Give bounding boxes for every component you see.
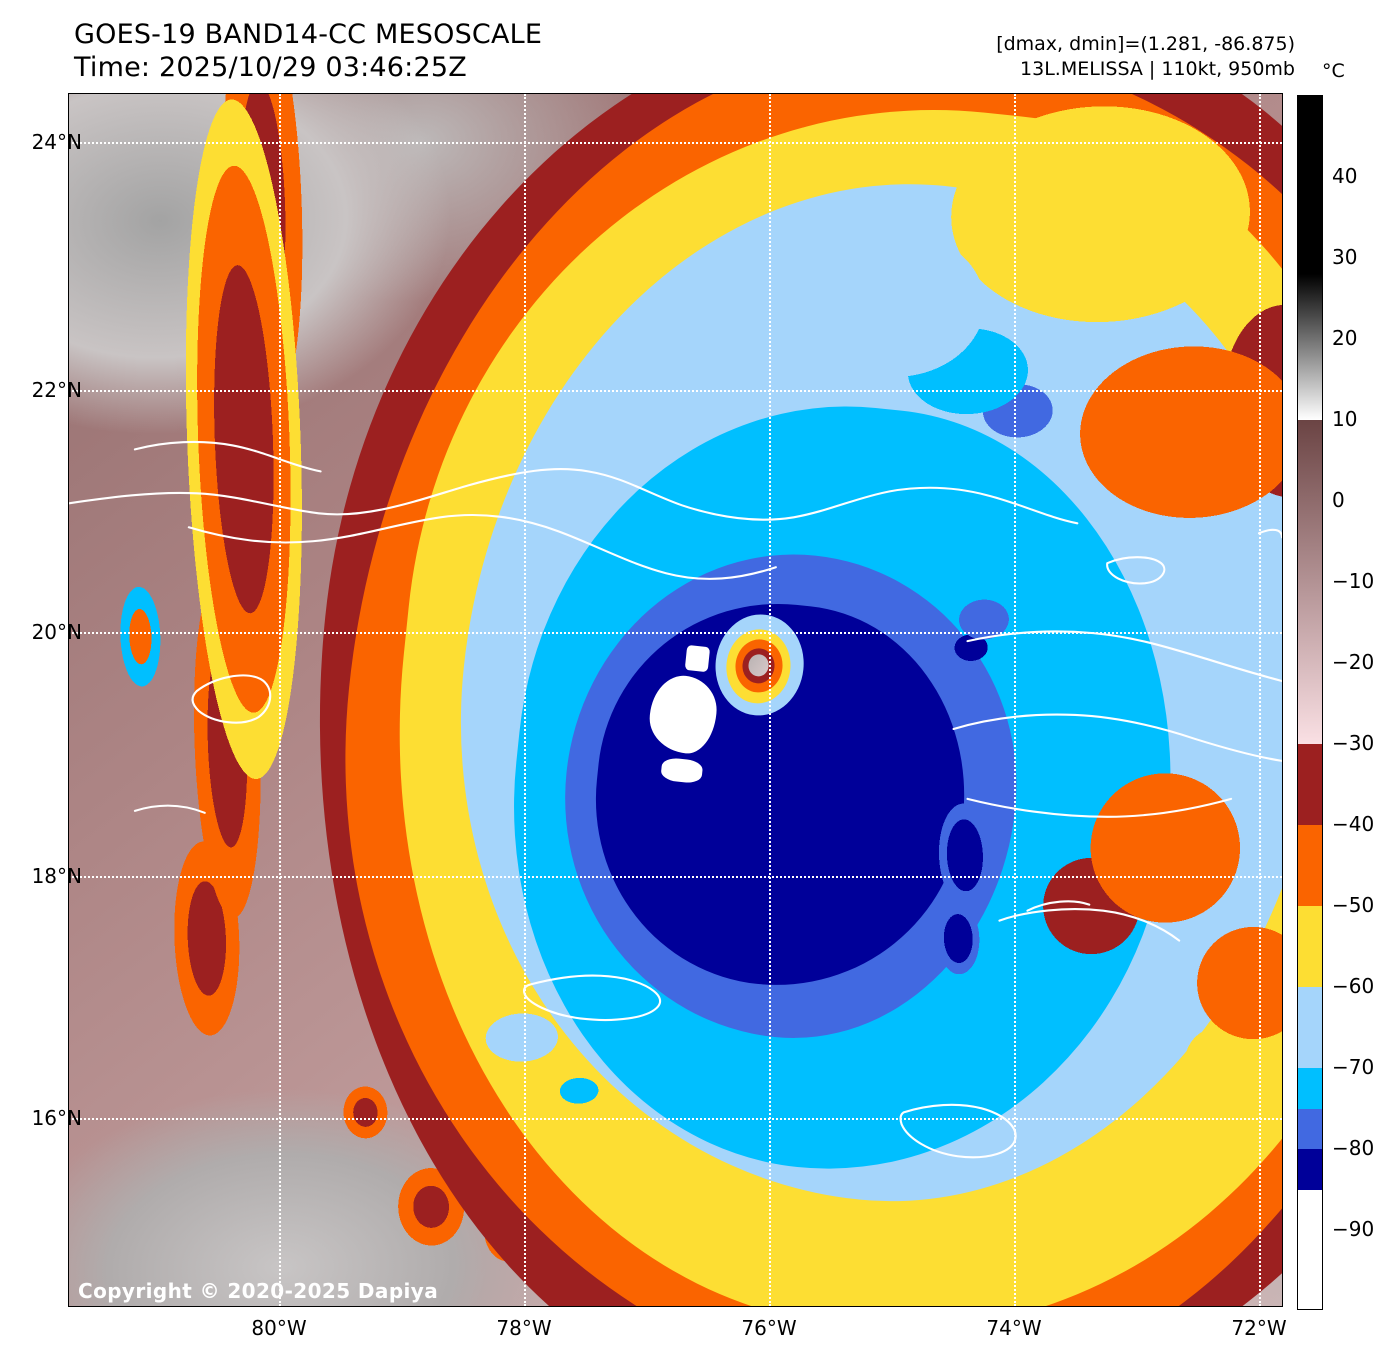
dmax-dmin-readout: [dmax, dmin]=(1.281, -86.875): [996, 33, 1295, 55]
storm-info-readout: 13L.MELISSA | 110kt, 950mb: [1020, 58, 1295, 80]
gridline-lon-78w: [524, 94, 526, 1306]
lon-tick-78w: 78°W: [496, 1316, 552, 1340]
copyright-notice: Copyright © 2020-2025 Dapiya: [78, 1279, 439, 1303]
lon-tick-74w: 74°W: [986, 1316, 1042, 1340]
gridline-lon-76w: [769, 94, 771, 1306]
lon-tick-72w: 72°W: [1231, 1316, 1287, 1340]
colorbar-band-7: [1298, 1068, 1322, 1109]
colorbar-tick-40: 40: [1332, 164, 1358, 188]
colorbar-band-9: [1298, 1149, 1322, 1190]
gridline-lat-18: [69, 876, 1282, 878]
colorbar-band-5: [1298, 906, 1322, 987]
colorbar-tick-0: 0: [1332, 488, 1345, 512]
colorbar-band-10: [1298, 1189, 1322, 1309]
colorbar-tick--50: −50: [1332, 893, 1375, 917]
gridline-lat-16: [69, 1118, 1282, 1120]
colorbar-unit-label: °C: [1322, 60, 1345, 82]
colorbar-band-0: [1298, 96, 1322, 275]
colorbar-band-1: [1298, 274, 1322, 420]
gridline-lat-24: [69, 142, 1282, 144]
colorbar-tick--30: −30: [1332, 731, 1375, 755]
lat-tick-16n: 16°N: [31, 1106, 82, 1130]
colorbar-tick-20: 20: [1332, 326, 1358, 350]
gridline-lon-80w: [279, 94, 281, 1306]
lat-tick-20n: 20°N: [31, 620, 82, 644]
colorbar-band-2: [1298, 420, 1322, 744]
lat-tick-18n: 18°N: [31, 864, 82, 888]
gridline-lon-72w: [1259, 94, 1261, 1306]
title-timestamp: Time: 2025/10/29 03:46:25Z: [74, 52, 467, 83]
lon-tick-80w: 80°W: [251, 1316, 307, 1340]
colorbar-tick--40: −40: [1332, 812, 1375, 836]
colorbar-tick--60: −60: [1332, 974, 1375, 998]
colorbar-tick--70: −70: [1332, 1055, 1375, 1079]
colorbar-tick--20: −20: [1332, 650, 1375, 674]
map-canvas: [69, 94, 1282, 1306]
colorbar-band-3: [1298, 744, 1322, 825]
colorbar-tick-10: 10: [1332, 407, 1358, 431]
coastline-overlay: [69, 440, 1282, 1159]
colorbar-tick--90: −90: [1332, 1217, 1375, 1241]
colorbar-band-4: [1298, 825, 1322, 906]
gridline-lon-74w: [1014, 94, 1016, 1306]
colorbar-tick--10: −10: [1332, 569, 1375, 593]
lat-tick-22n: 22°N: [31, 378, 82, 402]
lon-tick-76w: 76°W: [741, 1316, 797, 1340]
gridline-lat-22: [69, 390, 1282, 392]
title-primary: GOES-19 BAND14-CC MESOSCALE: [74, 19, 543, 50]
satellite-map[interactable]: [68, 93, 1283, 1307]
colorbar-band-6: [1298, 987, 1322, 1068]
temperature-colorbar[interactable]: [1297, 95, 1323, 1310]
page-title: GOES-19 BAND14-CC MESOSCALE Time: 2025/1…: [74, 18, 542, 84]
colorbar-tick--80: −80: [1332, 1136, 1375, 1160]
colorbar-tick-30: 30: [1332, 245, 1358, 269]
lat-tick-24n: 24°N: [31, 130, 82, 154]
metadata-block: [dmax, dmin]=(1.281, -86.875) 13L.MELISS…: [996, 32, 1295, 82]
gridline-lat-20: [69, 632, 1282, 634]
colorbar-band-8: [1298, 1108, 1322, 1149]
